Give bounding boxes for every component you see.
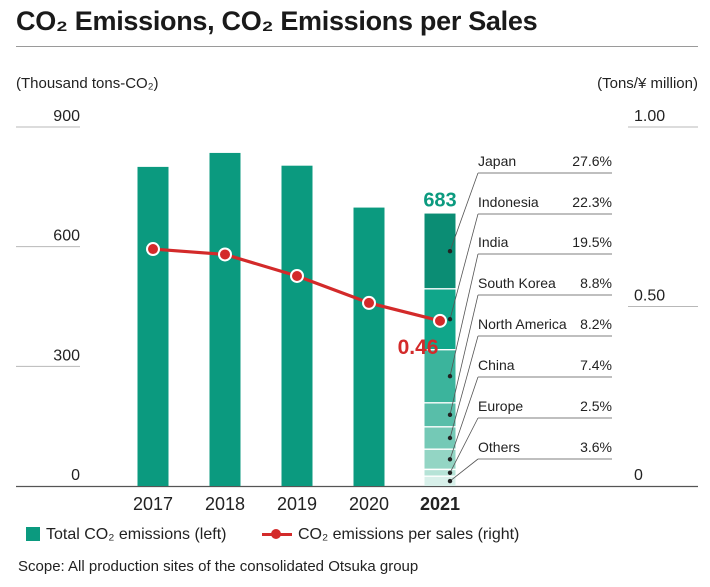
breakdown-leader <box>449 213 479 320</box>
y2-tick-label: 0 <box>634 467 643 484</box>
x-tick-label-2021: 2021 <box>420 494 460 514</box>
breakdown-region-india: India <box>478 234 509 250</box>
bar-swatch <box>26 527 40 541</box>
breakdown-leader <box>449 417 479 473</box>
breakdown-anchor-dot <box>447 317 453 322</box>
breakdown-region-indonesia: Indonesia <box>478 194 539 210</box>
x-tick-label-2020: 2020 <box>349 494 389 514</box>
breakdown-share-china: 7.4% <box>580 357 612 373</box>
bar-2020 <box>353 207 385 486</box>
breakdown-region-south-korea: South Korea <box>478 275 556 291</box>
y-tick-label: 300 <box>53 347 80 364</box>
x-tick-label-2018: 2018 <box>205 494 245 514</box>
line-swatch <box>262 527 292 541</box>
bar-2021-segment-china <box>424 449 456 470</box>
y2-tick-label: 0.50 <box>634 288 665 305</box>
y-axis-label: (Thousand tons-CO₂) <box>16 75 159 92</box>
y-tick-label: 0 <box>71 467 80 484</box>
y-tick-label: 600 <box>53 228 80 245</box>
bar-2021-value-label: 683 <box>423 190 456 212</box>
breakdown-region-north-america: North America <box>478 316 567 332</box>
breakdown-share-europe: 2.5% <box>580 398 612 414</box>
breakdown-share-japan: 27.6% <box>572 153 612 169</box>
line-point-2020 <box>362 295 376 310</box>
legend-item-total-emissions: Total CO₂ emissions (left) <box>26 526 226 544</box>
line-point-2019 <box>290 268 304 283</box>
title-divider <box>16 46 698 47</box>
breakdown-anchor-dot <box>447 470 453 475</box>
bar-2021-segment-north-america <box>424 426 456 450</box>
breakdown-share-north-america: 8.2% <box>580 316 612 332</box>
y-tick-label: 900 <box>53 108 80 125</box>
legend-bar-label: Total CO₂ emissions (left) <box>46 526 227 543</box>
breakdown-region-europe: Europe <box>478 398 523 414</box>
bar-2021-segment-europe <box>424 469 456 477</box>
breakdown-leader <box>449 376 479 460</box>
breakdown-anchor-dot <box>447 435 453 441</box>
breakdown-region-china: China <box>478 357 515 373</box>
breakdown-anchor-dot <box>447 457 453 462</box>
line-2021-value-label: 0.46 <box>398 336 439 359</box>
breakdown-region-others: Others <box>478 439 520 455</box>
breakdown-anchor-dot <box>447 248 453 254</box>
x-tick-label-2019: 2019 <box>277 494 317 514</box>
scope-note: Scope: All production sites of the conso… <box>18 558 419 575</box>
breakdown-anchor-dot <box>447 478 453 484</box>
breakdown-share-south-korea: 8.8% <box>580 275 612 291</box>
bar-2019 <box>281 165 313 487</box>
breakdown-share-indonesia: 22.3% <box>572 194 612 210</box>
breakdown-region-japan: Japan <box>478 153 516 169</box>
breakdown-leader <box>449 253 479 377</box>
y2-axis-label: (Tons/¥ million) <box>597 75 698 92</box>
breakdown-anchor-dot <box>447 374 453 379</box>
breakdown-leader <box>449 294 479 415</box>
x-tick-label-2017: 2017 <box>133 494 173 514</box>
breakdown-share-india: 19.5% <box>572 234 612 250</box>
line-point-2018 <box>218 247 232 262</box>
breakdown-leader <box>449 458 479 482</box>
bar-2018 <box>209 152 241 486</box>
breakdown-anchor-dot <box>447 412 453 418</box>
breakdown-leader <box>449 172 479 252</box>
chart-title: CO₂ Emissions, CO₂ Emissions per Sales <box>16 6 538 36</box>
co2-chart: (Thousand tons-CO₂) (Tons/¥ million) 0 300 6… <box>16 75 698 514</box>
bar-2021-segment-others <box>424 476 456 486</box>
breakdown-share-others: 3.6% <box>580 439 612 455</box>
legend-item-emissions-per-sales: CO₂ emissions per sales (right) <box>262 526 519 544</box>
line-point-2021 <box>433 313 447 328</box>
bar-2017 <box>137 166 169 486</box>
bar-2021-segment-south-korea <box>424 402 456 427</box>
y2-tick-label: 1.00 <box>634 108 665 125</box>
breakdown-leader <box>449 335 479 439</box>
legend-line-label: CO₂ emissions per sales (right) <box>298 526 520 543</box>
line-point-2017 <box>146 242 160 257</box>
